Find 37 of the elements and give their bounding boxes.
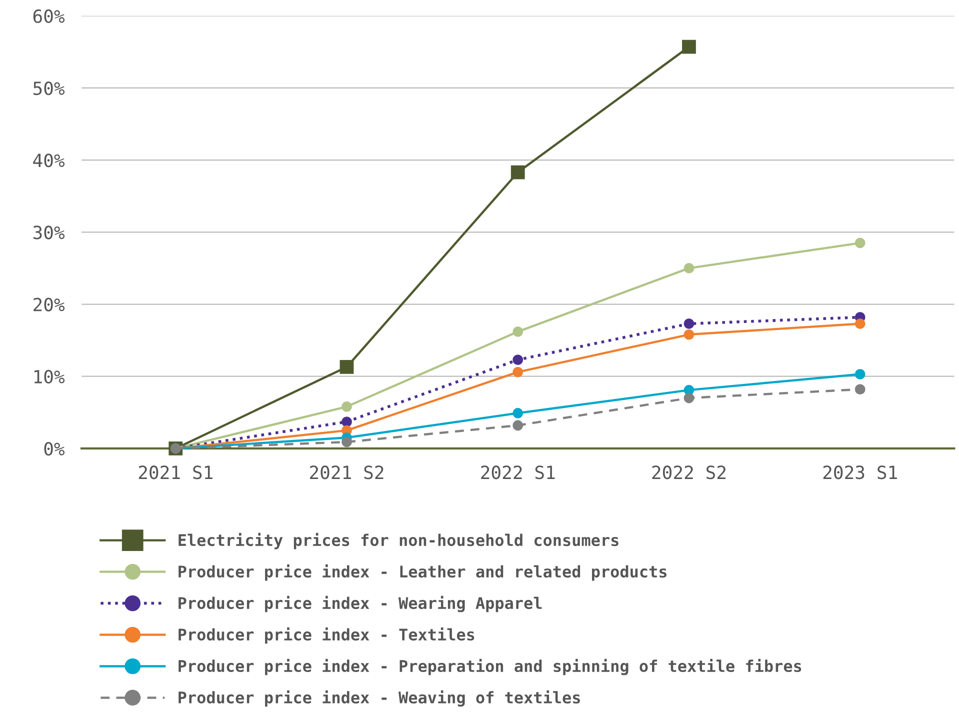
x-tick-label: 2022 S2 [652, 466, 726, 480]
point [854, 384, 866, 395]
y-tick-label: 0% [44, 442, 65, 456]
point [854, 318, 866, 329]
legend-label: Producer price index - Textiles [178, 627, 474, 644]
point [512, 366, 524, 378]
x-tick-label: 2022 S1 [481, 466, 555, 480]
point [684, 329, 694, 340]
point [342, 436, 352, 448]
y-tick-label: 60% [33, 9, 65, 24]
legend-label: Producer price index - Wearing Apparel [178, 596, 542, 612]
y-tick-label: 10% [34, 370, 65, 384]
point [512, 354, 524, 365]
y-tick-label: 40% [33, 154, 65, 168]
point [684, 318, 694, 329]
x-tick-label: 2021 S1 [138, 466, 212, 480]
point [342, 416, 352, 427]
y-tick-label: 30% [33, 226, 65, 240]
point [512, 408, 524, 418]
x-tick-label: 2021 S2 [310, 466, 384, 480]
point [684, 392, 694, 404]
legend-label: Producer price index - Preparation and spinning of textile fibres [178, 658, 802, 676]
point [854, 238, 866, 248]
point [512, 326, 524, 337]
point [340, 360, 354, 374]
legend-label: Electricity prices for non-household consumers [178, 532, 618, 550]
point [854, 368, 866, 380]
point [684, 263, 694, 274]
point [512, 420, 524, 431]
legend-label: Producer price index - Leather and related products [178, 564, 666, 581]
y-tick-label: 50% [34, 81, 65, 96]
point [682, 40, 696, 54]
x-tick-label: 2023 S1 [823, 466, 897, 480]
y-tick-label: 20% [34, 298, 65, 312]
point [342, 401, 352, 412]
point [510, 165, 525, 180]
legend-label: Producer price index - Weaving of textiles [178, 690, 580, 707]
